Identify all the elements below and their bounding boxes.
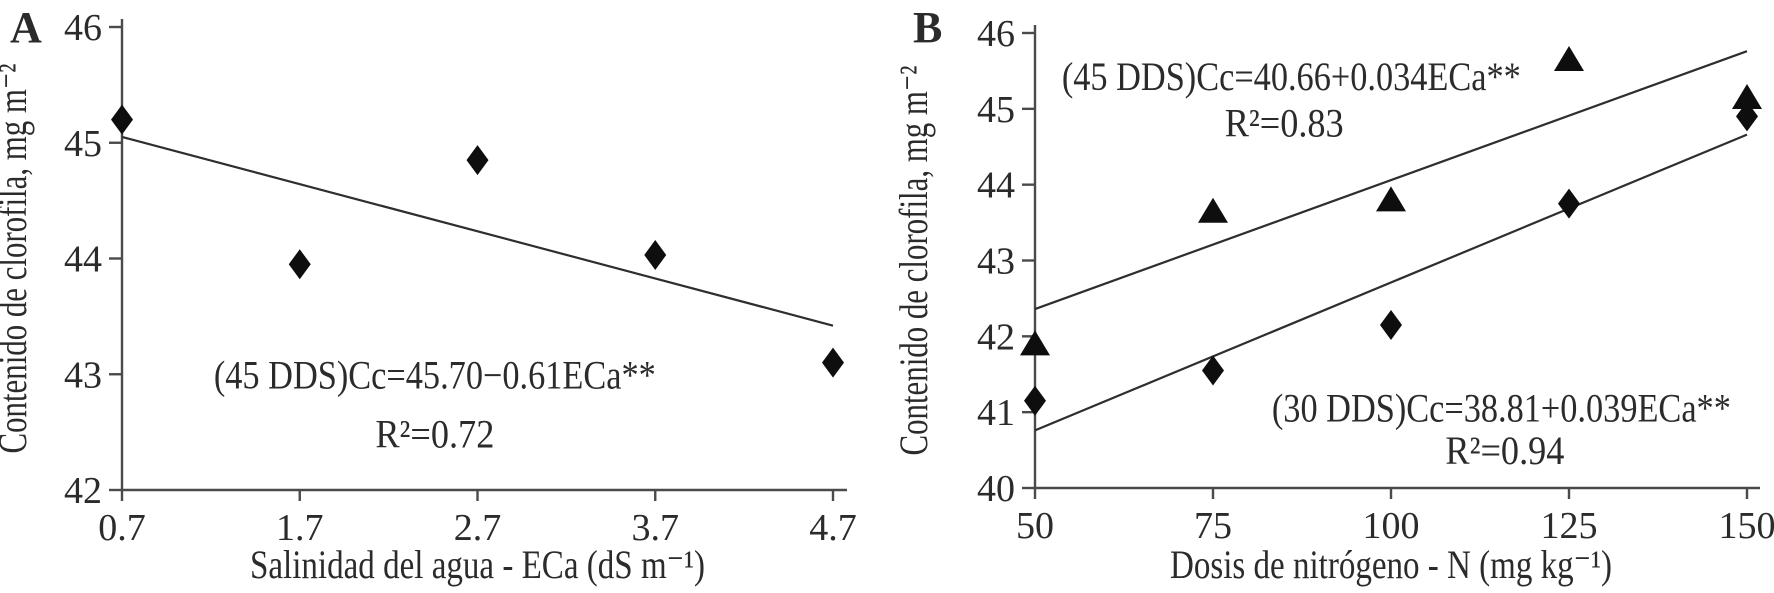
data-point-diamond-45-dds bbox=[644, 240, 667, 271]
panel-label: B bbox=[913, 3, 942, 52]
y-axis-title: Contenido de clorofila, mg m⁻² bbox=[0, 63, 35, 453]
panel-a-container: 42 43 44 45 46 0.7 1.7 2.7 3.7 4.7 Salinidad del a… bbox=[0, 3, 857, 587]
x-tick-label: 100 bbox=[1363, 505, 1420, 547]
y-tick-label: 44 bbox=[64, 239, 102, 281]
data-point-diamond-45-dds bbox=[111, 104, 133, 135]
data-point-diamond-30-dds bbox=[1558, 188, 1580, 219]
x-tick-label: 4.7 bbox=[809, 507, 857, 549]
trend-line-30-dds bbox=[1034, 133, 1748, 432]
equation-annotation: (30 DDS)Cc=38.81+0.039ECa** bbox=[1272, 386, 1731, 431]
y-tick-label: 43 bbox=[977, 241, 1015, 283]
panel-label: A bbox=[10, 3, 42, 52]
data-point-diamond-45-dds bbox=[822, 347, 844, 378]
trend-line-45-dds bbox=[121, 135, 834, 327]
data-point-triangle-45-dds bbox=[1198, 197, 1228, 223]
y-tick-label: 45 bbox=[977, 89, 1015, 131]
y-tick-label: 42 bbox=[977, 316, 1015, 358]
data-point-diamond-30-dds bbox=[1202, 355, 1224, 386]
x-tick-label: 125 bbox=[1541, 505, 1598, 547]
x-tick-label: 0.7 bbox=[98, 507, 146, 549]
equation-annotation: R²=0.83 bbox=[1225, 100, 1344, 145]
y-tick-label: 46 bbox=[977, 13, 1015, 55]
equation-annotation: (45 DDS)Cc=40.66+0.034ECa** bbox=[1062, 54, 1521, 99]
y-tick-label: 46 bbox=[64, 7, 102, 49]
equation-annotation: (45 DDS)Cc=45.70−0.61ECa** bbox=[214, 352, 656, 397]
data-point-triangle-45-dds bbox=[1732, 83, 1762, 109]
y-tick-label: 45 bbox=[64, 123, 102, 165]
data-point-diamond-30-dds bbox=[1024, 385, 1046, 416]
x-axis-title: Dosis de nitrógeno - N (mg kg⁻¹) bbox=[1170, 542, 1612, 587]
trend-line-45-dds bbox=[1034, 50, 1748, 311]
data-point-triangle-45-dds bbox=[1554, 46, 1584, 72]
y-tick-label: 43 bbox=[64, 354, 102, 396]
x-tick-label: 50 bbox=[1016, 505, 1054, 547]
y-tick-label: 41 bbox=[977, 392, 1015, 434]
data-point-triangle-45-dds bbox=[1376, 186, 1406, 212]
x-tick-label: 75 bbox=[1194, 505, 1232, 547]
x-tick-label: 2.7 bbox=[454, 507, 502, 549]
data-point-diamond-45-dds bbox=[288, 249, 311, 280]
y-tick-label: 40 bbox=[977, 468, 1015, 510]
x-tick-label: 1.7 bbox=[276, 507, 324, 549]
y-tick-label: 44 bbox=[977, 165, 1015, 207]
scatter-panel-B: 40 41 42 43 44 45 46 50 75 100 125 150 Dosis de nitr… bbox=[891, 3, 1774, 587]
data-point-diamond-30-dds bbox=[1380, 309, 1402, 340]
x-tick-label: 3.7 bbox=[632, 507, 680, 549]
data-point-diamond-45-dds bbox=[466, 145, 489, 176]
equation-annotation: R²=0.72 bbox=[375, 411, 494, 456]
equation-annotation: R²=0.94 bbox=[1445, 428, 1564, 473]
x-tick-label: 150 bbox=[1719, 505, 1774, 547]
y-tick-label: 42 bbox=[64, 470, 102, 512]
data-point-triangle-45-dds bbox=[1020, 330, 1050, 356]
x-axis-title: Salinidad del agua - ECa (dS m⁻¹) bbox=[250, 542, 705, 587]
y-axis-title: Contenido de clorofila, mg m⁻² bbox=[891, 65, 936, 455]
scatter-panel-A: 42 43 44 45 46 0.7 1.7 2.7 3.7 4.7 Salinidad del a… bbox=[0, 3, 857, 587]
panel-b-container: 40 41 42 43 44 45 46 50 75 100 125 150 Dosis de nitr… bbox=[887, 0, 1774, 593]
